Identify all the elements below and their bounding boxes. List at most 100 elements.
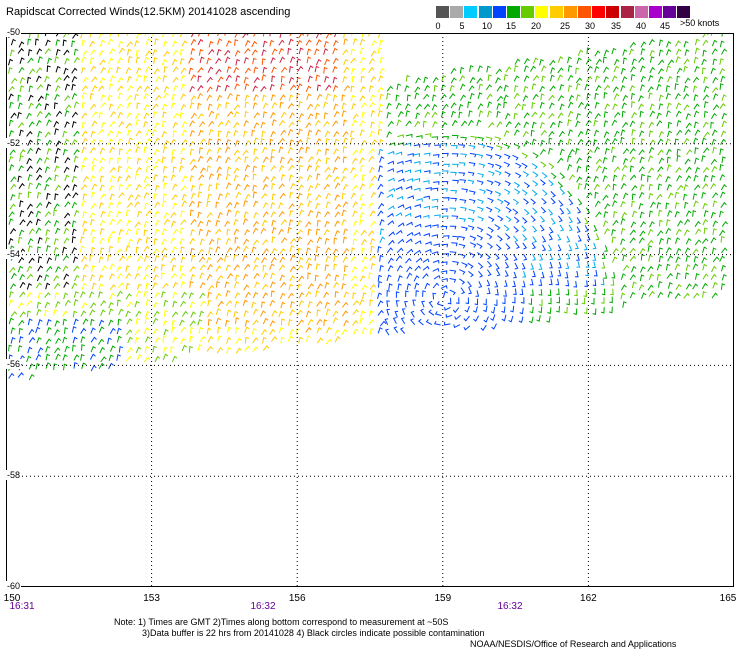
wind-barb — [581, 297, 586, 305]
wind-barb — [577, 235, 582, 242]
wind-barb — [307, 103, 314, 110]
longitude-label: 159 — [434, 593, 452, 604]
wind-barb — [251, 129, 256, 137]
wind-barb — [675, 56, 681, 63]
wind-barb — [90, 274, 96, 281]
wind-barb — [647, 284, 654, 291]
wind-barb — [622, 148, 630, 155]
wind-barb — [341, 94, 346, 102]
wind-barb — [417, 318, 424, 326]
wind-barb — [242, 254, 248, 262]
wind-barb — [271, 48, 278, 55]
wind-barb — [55, 65, 61, 73]
wind-barb — [262, 292, 269, 299]
wind-barb — [461, 188, 469, 193]
wind-barb — [514, 58, 521, 65]
wind-barb — [676, 75, 681, 83]
wind-barb — [26, 355, 32, 363]
wind-barb — [99, 39, 106, 47]
wind-barb — [269, 320, 276, 327]
wind-barb — [388, 239, 395, 246]
wind-barb — [461, 262, 468, 268]
latitude-label: -54 — [6, 248, 22, 259]
wind-barb — [647, 265, 654, 272]
wind-barb — [513, 288, 517, 295]
wind-barb — [252, 264, 259, 271]
wind-barb — [350, 94, 356, 102]
wind-barb — [351, 33, 353, 37]
wind-barb — [684, 272, 690, 280]
wind-barb — [82, 220, 88, 227]
legend-swatch — [592, 6, 606, 18]
wind-barb — [179, 237, 185, 245]
wind-barb — [647, 228, 654, 236]
wind-barb — [315, 228, 321, 236]
wind-barb — [621, 164, 628, 171]
wind-barb — [713, 93, 719, 100]
wind-barb — [72, 33, 79, 39]
wind-barb — [191, 254, 196, 262]
wind-barb — [323, 291, 330, 299]
wind-barb — [152, 164, 159, 172]
wind-barb — [279, 165, 285, 172]
wind-barb — [63, 67, 69, 75]
wind-barb — [89, 212, 96, 219]
wind-barb — [601, 252, 606, 259]
legend-tick-label: 40 — [635, 21, 647, 31]
wind-barb — [602, 194, 609, 201]
wind-barb — [315, 112, 320, 120]
wind-barb — [684, 128, 691, 135]
wind-barb — [675, 102, 682, 110]
wind-barb — [290, 301, 295, 308]
latitude-label: -60 — [6, 581, 22, 591]
wind-barb — [63, 166, 70, 173]
wind-barb — [234, 236, 239, 244]
wind-barb — [37, 256, 43, 263]
wind-barb — [378, 139, 384, 146]
wind-barb — [467, 281, 472, 288]
wind-barb — [316, 39, 322, 46]
wind-barb — [683, 137, 690, 145]
wind-barb — [242, 245, 249, 253]
wind-barb — [152, 328, 159, 335]
wind-barb — [496, 145, 503, 151]
wind-barb — [531, 83, 537, 90]
wind-barb — [676, 148, 681, 156]
wind-barb — [261, 49, 267, 56]
wind-barb — [225, 300, 233, 306]
wind-barb — [649, 139, 656, 146]
wind-barb — [278, 264, 286, 271]
wind-barb — [28, 257, 35, 264]
wind-barb — [26, 310, 31, 318]
wind-barb — [244, 156, 249, 163]
wind-barb — [82, 263, 89, 271]
wind-barb — [89, 146, 96, 154]
wind-barb — [225, 264, 231, 271]
wind-barb — [233, 253, 238, 261]
wind-barb — [35, 102, 42, 109]
wind-barb — [413, 143, 421, 148]
wind-barb — [600, 278, 605, 286]
wind-barb — [414, 214, 422, 219]
wind-barb — [134, 201, 141, 208]
wind-barb — [361, 327, 368, 334]
wind-barb — [190, 218, 197, 225]
wind-barb — [90, 191, 96, 199]
wind-barb — [324, 130, 331, 138]
wind-barb — [424, 224, 432, 229]
wind-barb — [227, 110, 234, 117]
wind-barb — [710, 174, 716, 182]
wind-barb — [234, 83, 240, 90]
wind-barb — [683, 292, 690, 299]
wind-barb — [649, 66, 656, 74]
wind-barb — [496, 110, 501, 118]
wind-barb — [712, 228, 717, 235]
wind-barb — [593, 175, 599, 183]
wind-barb — [190, 327, 195, 334]
wind-barb — [181, 310, 189, 317]
wind-barb — [143, 176, 150, 183]
wind-barb — [540, 271, 545, 279]
wind-barb — [539, 101, 545, 109]
wind-barb — [386, 193, 394, 198]
wind-barb — [9, 290, 14, 298]
